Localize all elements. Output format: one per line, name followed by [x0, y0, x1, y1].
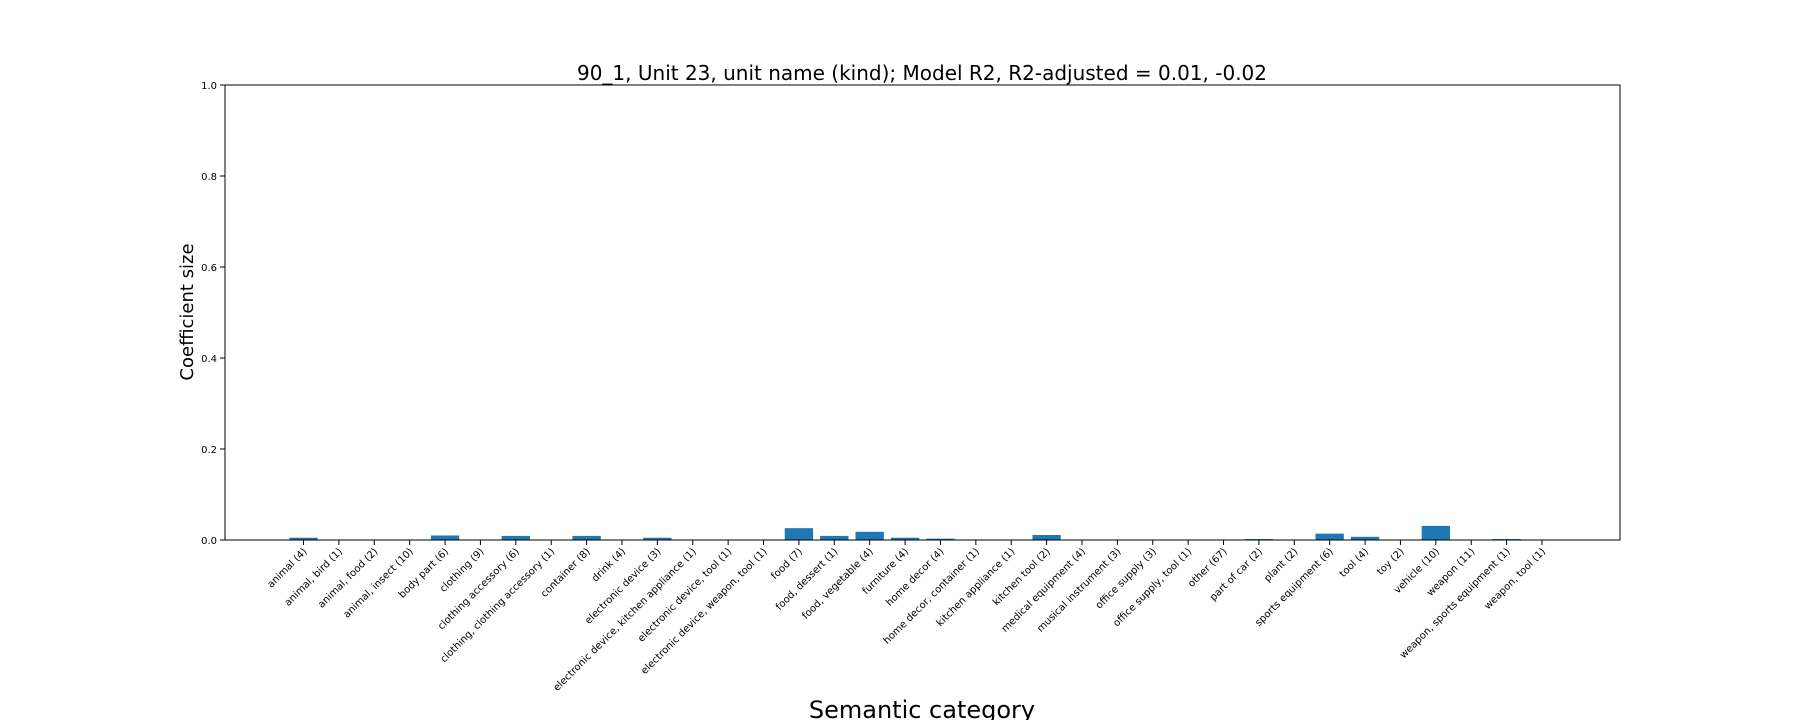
y-tick-label: 1.0 [201, 81, 217, 92]
y-tick-label: 0.0 [201, 536, 217, 547]
x-tick-label: toy (2) [1375, 546, 1406, 577]
bar [855, 531, 884, 540]
bar [643, 537, 672, 540]
bar [784, 528, 814, 540]
y-tick-label: 0.2 [201, 445, 217, 456]
x-axis-title: Semantic category [809, 696, 1035, 720]
x-tick-label: animal, food (2) [316, 546, 380, 610]
x-tick-label: food (7) [769, 546, 805, 582]
x-tick-label: electronic device, weapon, tool (1) [639, 546, 769, 676]
bar [572, 535, 601, 540]
bar [501, 535, 530, 540]
bar [1032, 534, 1061, 540]
x-tick-label: animal, insect (10) [342, 546, 416, 620]
bar [1421, 525, 1450, 540]
bars-group [289, 525, 1521, 540]
y-axis-title: Coefficient size [177, 243, 198, 380]
x-tick-label: office supply (3) [1094, 546, 1159, 611]
x-tick-label: tool (4) [1338, 546, 1372, 580]
x-tick-label: food, dessert (1) [774, 546, 840, 612]
y-tick-label: 0.6 [201, 263, 217, 274]
bar [890, 537, 920, 540]
chart-title: 90_1, Unit 23, unit name (kind); Model R… [577, 61, 1267, 85]
bar [289, 537, 318, 540]
bar [430, 535, 460, 540]
bar [926, 538, 955, 540]
y-axis: 0.0 0.2 0.4 0.6 0.8 1.0 [201, 81, 225, 547]
bar [1315, 533, 1344, 540]
plot-frame [224, 84, 1621, 541]
bar [1350, 536, 1380, 540]
y-tick-label: 0.8 [201, 172, 217, 183]
x-tick-label: weapon, tool (1) [1482, 546, 1548, 612]
bar [820, 535, 849, 540]
x-axis: animal (4)animal, bird (1)animal, food (… [266, 540, 1548, 694]
y-tick-label: 0.4 [201, 354, 217, 365]
